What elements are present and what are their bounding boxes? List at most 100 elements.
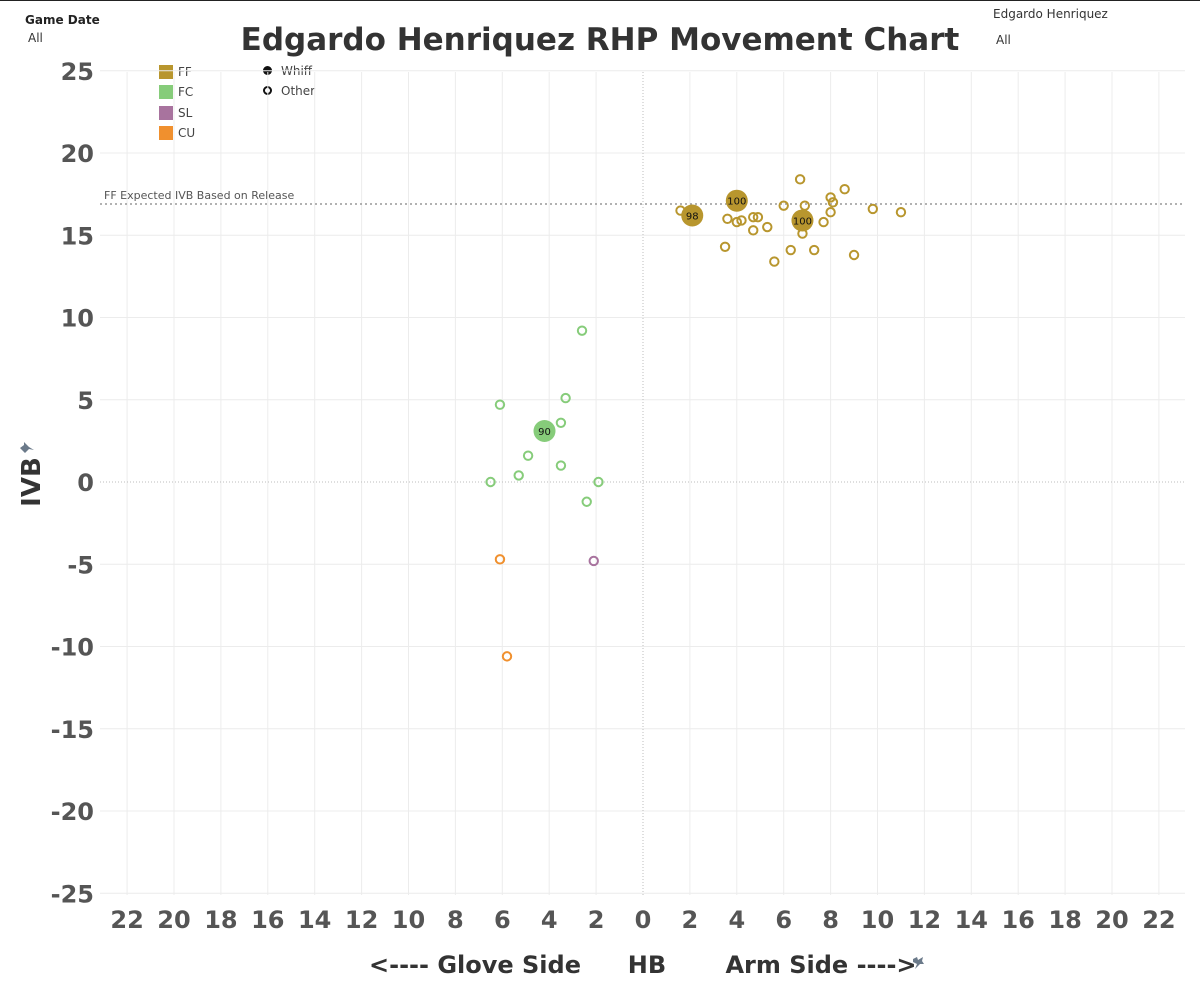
pitch-point-ff[interactable] (825, 207, 836, 218)
whiff-point-ff[interactable] (681, 204, 704, 227)
x-tick-label: 16 (1001, 906, 1034, 934)
pitch-point-ff[interactable] (748, 225, 759, 236)
pitch-point-ff[interactable] (827, 197, 839, 208)
whiff-point-fc[interactable] (533, 420, 556, 443)
legend-swatch-cu (159, 126, 173, 140)
reference-lines: FF Expected IVB Based on Release (100, 72, 1185, 895)
x-axis-label-glove-side: <---- Glove Side (369, 951, 581, 979)
x-tick-label: 10 (392, 906, 425, 934)
top-border (0, 0, 1200, 1)
y-tick-label: -20 (51, 798, 94, 826)
x-tick-label: 8 (822, 906, 839, 934)
pitch-point-ff[interactable] (825, 192, 836, 203)
x-tick-label: 6 (775, 906, 792, 934)
pitch-point-ff[interactable] (748, 211, 759, 223)
legend-label-other: Other (281, 84, 316, 98)
pitch-point-ff[interactable] (762, 221, 773, 233)
pitch-point-ff[interactable] (752, 211, 764, 223)
player-filter-title: Edgardo Henriquez (993, 7, 1108, 21)
pitch-point-ff[interactable] (818, 216, 829, 228)
x-tick-label: 16 (251, 906, 284, 934)
pitch-point-fc[interactable] (555, 417, 567, 428)
pitch-point-ff[interactable] (839, 183, 850, 195)
whiff-velocity-label: 100 (793, 216, 812, 227)
legend-label-sl: SL (178, 106, 193, 120)
pitch-point-fc[interactable] (576, 325, 588, 336)
x-tick-label: 14 (955, 906, 988, 934)
y-tick-label: 10 (61, 305, 94, 333)
pitch-point-ff[interactable] (794, 174, 806, 185)
pitch-point-fc[interactable] (593, 476, 604, 488)
x-tick-label: 12 (345, 906, 378, 934)
axis-labels: IVB <---- Glove Side HB Arm Side ----> 2… (17, 58, 1176, 979)
x-tick-label: 0 (635, 906, 652, 934)
whiff-point-ff[interactable] (791, 209, 814, 232)
whiff-point-ff[interactable] (725, 189, 748, 212)
chart-title: Edgardo Henriquez RHP Movement Chart (240, 22, 960, 58)
x-tick-label: 20 (1095, 906, 1128, 934)
pitch-point-fc[interactable] (522, 450, 534, 461)
pitch-point-sl[interactable] (588, 555, 599, 567)
pitch-point-ff[interactable] (808, 244, 820, 256)
y-tick-label: 20 (61, 140, 94, 168)
x-axis-label-arm-side: Arm Side ----> (725, 951, 916, 979)
x-axis-label-hb: HB (628, 951, 666, 979)
x-tick-label: 12 (908, 906, 941, 934)
pitch-point-ff[interactable] (736, 215, 747, 226)
y-tick-label: 5 (77, 387, 94, 415)
whiff-velocity-label: 100 (727, 197, 746, 208)
pitch-point-fc[interactable] (560, 392, 571, 404)
x-tick-label: 2 (588, 906, 605, 934)
pitch-points: 98 100 100 90 (485, 174, 907, 662)
pitch-point-ff[interactable] (848, 249, 860, 261)
x-tick-label: 10 (861, 906, 894, 934)
legend-label-cu: CU (178, 126, 196, 140)
y-tick-label: -25 (51, 880, 94, 908)
legend-swatch-fc (159, 85, 173, 99)
y-tick-label: 0 (77, 469, 94, 497)
y-axis-pin-icon[interactable] (20, 442, 34, 453)
x-tick-label: 4 (541, 906, 558, 934)
x-tick-label: 6 (494, 906, 511, 934)
pitch-point-ff[interactable] (731, 216, 742, 228)
y-tick-label: -10 (51, 634, 94, 662)
pitch-point-cu[interactable] (501, 651, 513, 662)
y-tick-label: 25 (61, 58, 94, 86)
pitch-point-fc[interactable] (581, 496, 592, 507)
y-tick-label: -5 (67, 551, 94, 579)
pitch-point-fc[interactable] (555, 460, 567, 471)
pitch-point-ff[interactable] (722, 213, 733, 225)
x-tick-label: 14 (298, 906, 331, 934)
pitch-point-ff[interactable] (769, 256, 780, 267)
pitch-point-ff[interactable] (719, 241, 731, 252)
x-tick-label: 18 (1048, 906, 1081, 934)
y-tick-label: 15 (61, 222, 94, 250)
pitch-point-ff[interactable] (778, 200, 789, 211)
legend-label-ff: FF (178, 65, 192, 79)
whiff-velocity-label: 90 (538, 427, 551, 438)
player-filter-value[interactable]: All (996, 33, 1011, 47)
y-axis-label: IVB (17, 457, 47, 507)
x-axis-pin-icon[interactable] (913, 957, 924, 969)
pitch-point-ff[interactable] (895, 207, 907, 218)
x-tick-label: 22 (1142, 906, 1175, 934)
pitch-point-cu[interactable] (494, 554, 506, 565)
pitch-point-fc[interactable] (494, 399, 506, 410)
x-tick-label: 22 (110, 906, 143, 934)
x-tick-label: 8 (447, 906, 464, 934)
game-date-filter-value[interactable]: All (28, 31, 43, 45)
game-date-filter-title: Game Date (25, 13, 100, 27)
x-tick-label: 18 (204, 906, 237, 934)
pitch-point-ff[interactable] (867, 203, 879, 215)
pitch-point-ff[interactable] (799, 200, 811, 211)
pitch-point-fc[interactable] (485, 476, 496, 488)
pitch-point-fc[interactable] (513, 470, 524, 481)
ff-expected-ivb-label: FF Expected IVB Based on Release (104, 189, 294, 202)
x-tick-label: 4 (728, 906, 745, 934)
pitch-point-ff[interactable] (785, 244, 796, 256)
x-tick-label: 2 (682, 906, 699, 934)
y-tick-label: -15 (51, 716, 94, 744)
x-tick-label: 20 (157, 906, 190, 934)
whiff-velocity-label: 98 (686, 212, 699, 223)
